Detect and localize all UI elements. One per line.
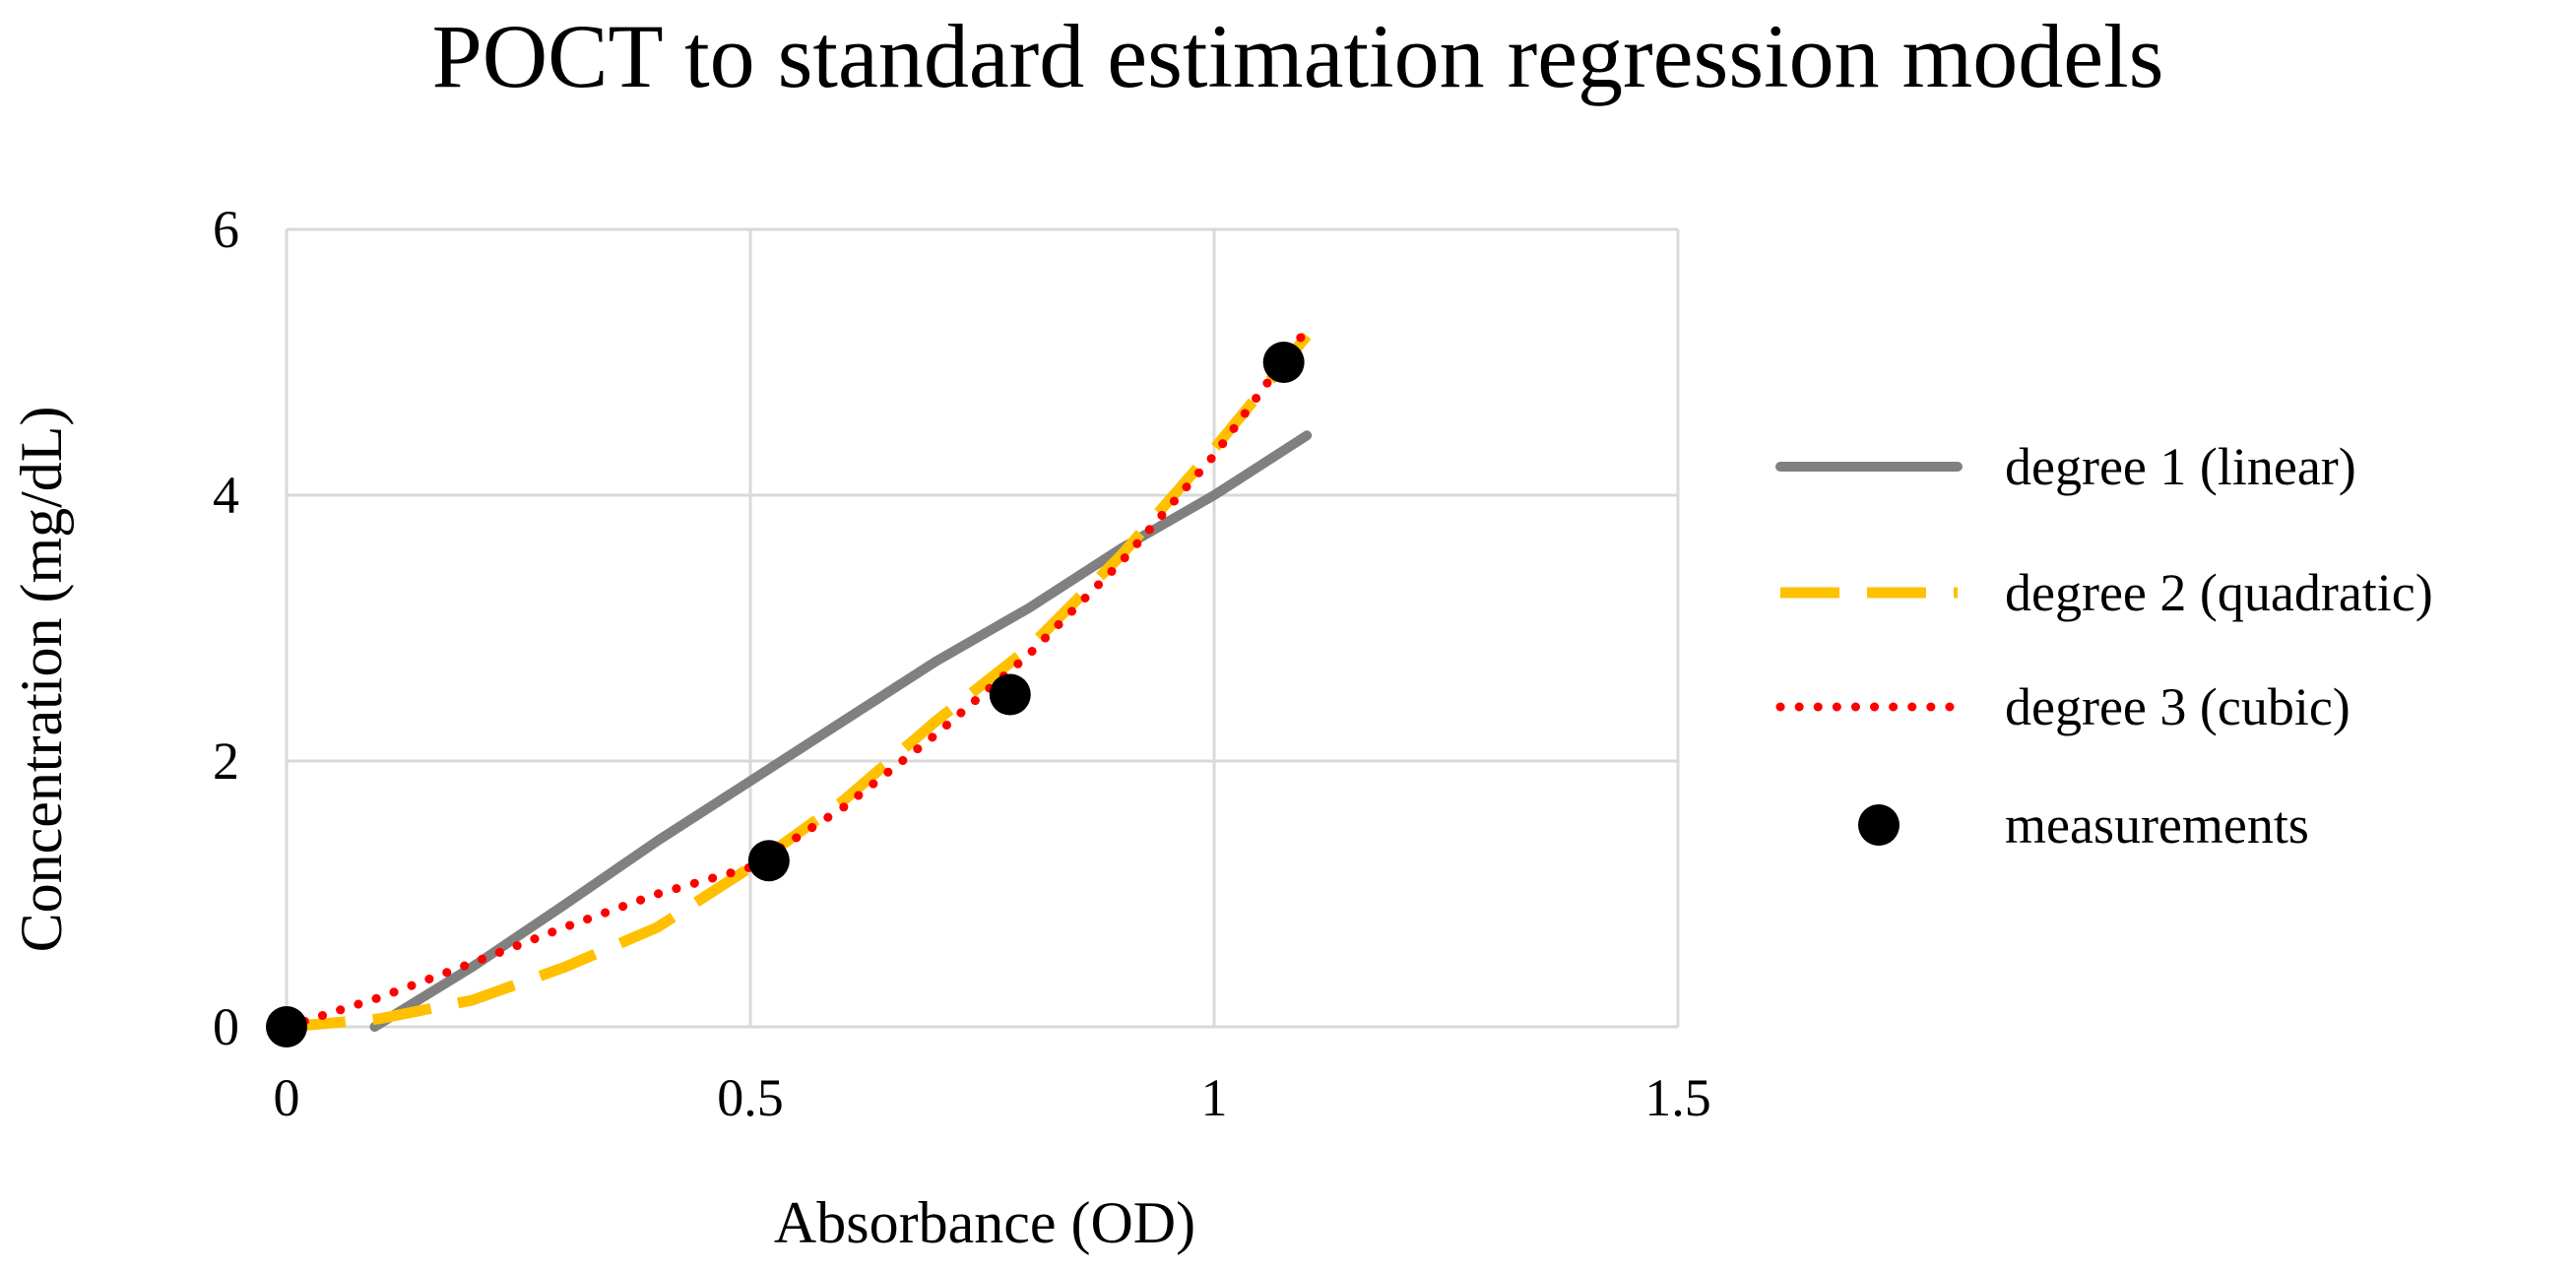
x-tick-label: 0 — [274, 1068, 300, 1127]
y-tick-label: 6 — [213, 200, 239, 259]
x-tick-label: 1 — [1201, 1068, 1228, 1127]
measurement-point — [266, 1006, 307, 1048]
legend-swatch-4 — [1858, 804, 1900, 846]
legend-label-1: degree 1 (linear) — [2005, 437, 2356, 496]
legend: degree 1 (linear) degree 2 (quadratic) deg… — [1775, 437, 2433, 855]
measurement-point — [989, 673, 1031, 716]
y-tick-label: 4 — [213, 466, 239, 525]
series-line-3 — [282, 324, 1312, 1032]
y-tick-label: 0 — [213, 997, 239, 1056]
y-axis-ticks: 0 2 4 6 — [213, 200, 239, 1056]
series-line-2 — [286, 332, 1312, 1033]
x-tick-label: 1.5 — [1644, 1068, 1711, 1127]
x-axis-title: Absorbance (OD) — [774, 1190, 1195, 1255]
series-line-1 — [369, 430, 1313, 1032]
x-tick-label: 0.5 — [717, 1068, 784, 1127]
x-axis-ticks: 0 0.5 1 1.5 — [274, 1068, 1711, 1127]
legend-label-3: degree 3 (cubic) — [2005, 677, 2351, 736]
legend-label-2: degree 2 (quadratic) — [2005, 563, 2433, 622]
measurement-point — [747, 840, 790, 882]
grid — [285, 227, 1680, 1029]
y-tick-label: 2 — [213, 731, 239, 791]
measurement-point — [1262, 342, 1305, 383]
series-layer — [266, 324, 1313, 1048]
legend-label-4: measurements — [2005, 795, 2309, 855]
y-axis-title: Concentration (mg/dL) — [9, 407, 74, 953]
chart-title: POCT to standard estimation regression m… — [432, 6, 2164, 106]
